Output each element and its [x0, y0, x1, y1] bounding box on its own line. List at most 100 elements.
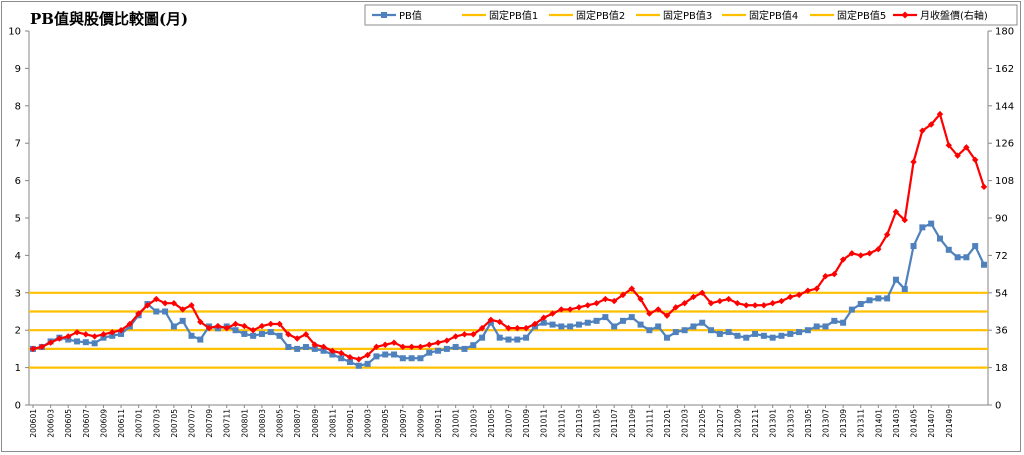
- pb-point: [470, 342, 477, 349]
- price-point: [355, 356, 363, 363]
- price-point: [241, 322, 248, 330]
- x-tick-label: 201011: [540, 409, 549, 438]
- legend: PB值 固定PB值1 固定PB值2 固定PB值3 固定PB值4 固定PB值5 月收盤價(右軸…: [364, 4, 1018, 26]
- pb-point: [884, 295, 891, 302]
- price-point: [654, 306, 662, 313]
- pb-point: [602, 314, 609, 321]
- price-point: [197, 318, 204, 326]
- pb-point: [461, 345, 468, 352]
- legend-label: 固定PB值4: [749, 9, 798, 22]
- legend-box: [364, 4, 1018, 26]
- price-point: [839, 256, 847, 263]
- pb-point: [936, 235, 943, 242]
- x-tick-label: 200905: [381, 409, 390, 438]
- x-tick-label: 200711: [223, 409, 232, 438]
- x-tick-label: 201401: [874, 409, 883, 438]
- pb-point: [646, 327, 653, 334]
- price-point: [875, 245, 882, 253]
- x-tick-label: 201103: [575, 409, 584, 438]
- pb-point: [540, 319, 547, 326]
- price-point: [663, 312, 671, 319]
- price-point: [38, 343, 46, 351]
- pb-point: [153, 308, 160, 315]
- pb-point: [188, 332, 195, 339]
- price-point: [646, 310, 653, 317]
- x-tick-label: 201311: [857, 409, 866, 438]
- legend-label: 固定PB值5: [837, 9, 886, 22]
- pb-point: [496, 334, 503, 341]
- pb-point: [866, 297, 873, 304]
- price-point: [795, 291, 803, 299]
- x-tick-label: 200903: [364, 409, 373, 438]
- x-tick-label: 201007: [505, 409, 514, 438]
- price-point: [619, 291, 627, 299]
- legend-label: 固定PB值3: [663, 9, 712, 22]
- x-tick-label: 201209: [733, 409, 742, 438]
- y-left-tick-label: 8: [15, 101, 21, 112]
- price-point: [760, 302, 768, 309]
- x-tick-label: 201303: [786, 409, 795, 438]
- pb-point: [972, 243, 979, 250]
- pb-point: [584, 319, 591, 326]
- pb-point: [840, 319, 847, 326]
- pb-point: [778, 332, 785, 339]
- pb-point: [338, 355, 345, 362]
- x-tick-label: 200809: [311, 409, 320, 438]
- price-point: [73, 329, 81, 336]
- x-tick-label: 200703: [152, 409, 161, 438]
- x-tick-label: 201405: [910, 409, 919, 438]
- pb-point: [267, 329, 274, 336]
- pb-point: [452, 344, 459, 351]
- pb-point: [294, 345, 301, 352]
- price-point: [293, 335, 301, 342]
- pb-point: [82, 339, 89, 346]
- x-tick-label: 200709: [205, 409, 214, 438]
- y-right-tick-label: 144: [995, 101, 1014, 112]
- legend-marker: [381, 12, 387, 18]
- pb-point: [435, 347, 442, 354]
- pb-point: [302, 344, 309, 351]
- price-point: [610, 297, 618, 305]
- pb-point: [910, 243, 917, 250]
- x-tick-label: 201107: [610, 409, 619, 438]
- price-point: [743, 302, 750, 309]
- y-right-tick-label: 126: [995, 139, 1014, 150]
- price-point: [373, 343, 380, 351]
- y-left-tick-label: 3: [15, 288, 21, 299]
- price-point: [205, 324, 213, 332]
- pb-point: [118, 330, 125, 337]
- price-point: [285, 331, 292, 338]
- pb-point: [760, 332, 767, 339]
- price-point: [179, 306, 186, 313]
- price-point: [769, 299, 776, 307]
- price-point: [584, 302, 591, 309]
- price-point: [399, 343, 407, 351]
- y-left-tick-label: 2: [15, 326, 21, 337]
- price-point: [47, 339, 54, 346]
- price-point: [945, 142, 952, 149]
- pb-point: [822, 323, 829, 330]
- price-series: [29, 110, 988, 363]
- x-tick-label: 201403: [892, 409, 901, 438]
- price-point: [963, 144, 970, 151]
- pb-point: [74, 338, 81, 345]
- price-point: [408, 343, 415, 351]
- pb-point: [443, 345, 450, 352]
- pb-point: [690, 323, 697, 330]
- chart-title: PB值與股價比較圖(月): [30, 10, 189, 28]
- price-point: [699, 289, 706, 296]
- price-point: [302, 331, 310, 338]
- pb-point: [241, 330, 248, 337]
- pb-point: [848, 306, 855, 313]
- pb-point: [611, 323, 618, 330]
- price-point: [434, 339, 442, 346]
- x-tick-label: 200611: [117, 409, 126, 438]
- pb-point: [329, 351, 336, 358]
- price-point: [866, 250, 873, 257]
- price-point: [822, 272, 829, 280]
- price-point: [29, 345, 37, 353]
- y-right-tick-label: 90: [995, 214, 1008, 225]
- x-tick-label: 200907: [399, 409, 408, 438]
- pb-point: [258, 330, 265, 337]
